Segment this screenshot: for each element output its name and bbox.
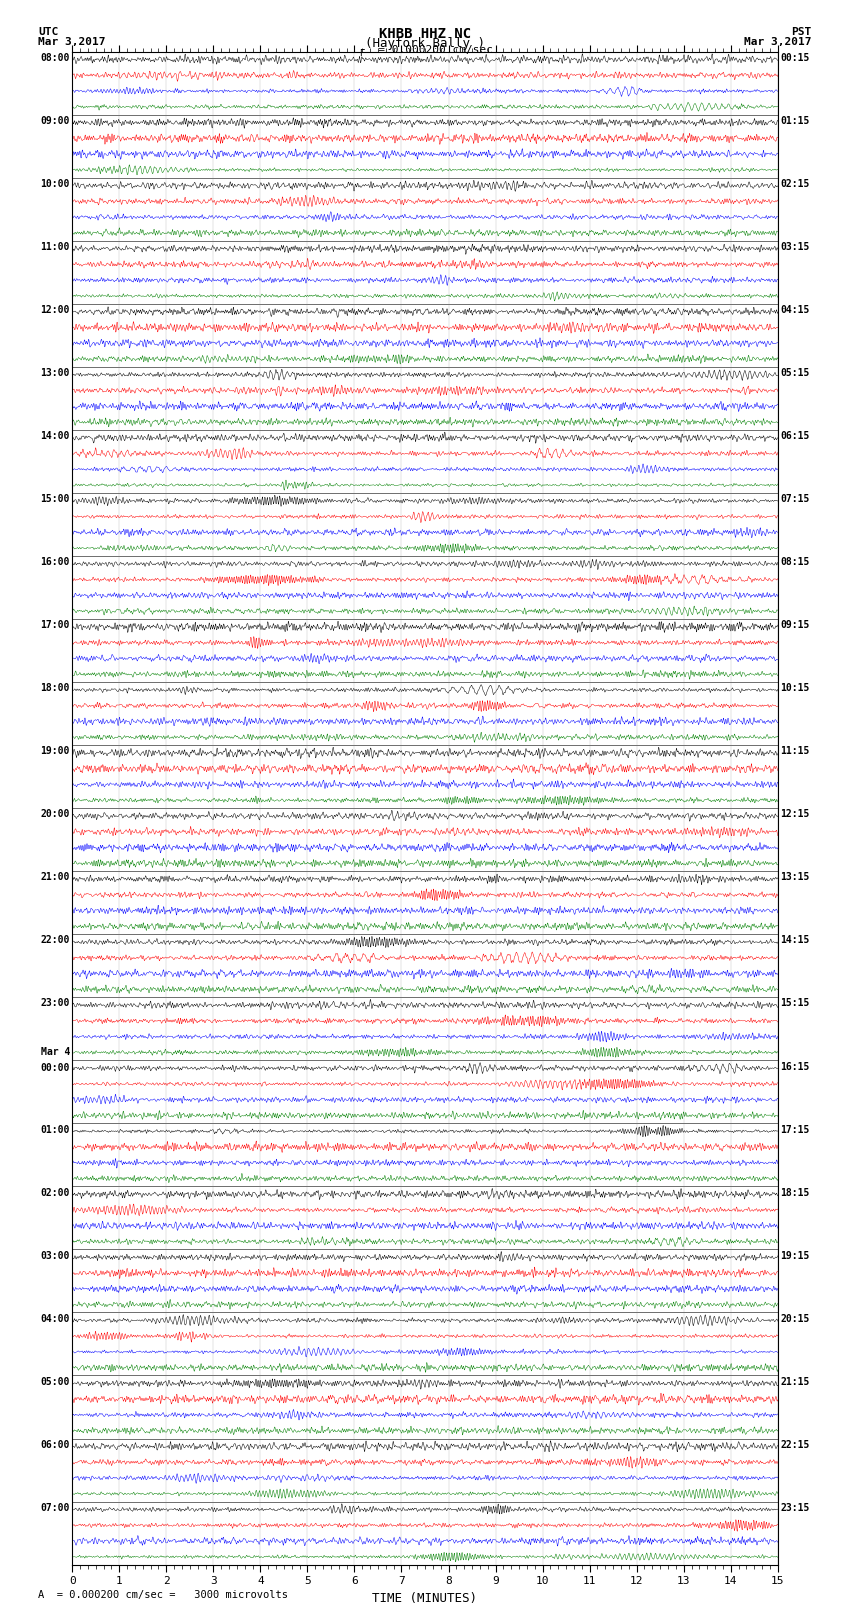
Text: 15:00: 15:00: [41, 494, 70, 505]
Text: 11:00: 11:00: [41, 242, 70, 252]
Text: 01:15: 01:15: [780, 116, 809, 126]
Text: A  = 0.000200 cm/sec =   3000 microvolts: A = 0.000200 cm/sec = 3000 microvolts: [38, 1590, 288, 1600]
Text: 09:00: 09:00: [41, 116, 70, 126]
Text: 21:15: 21:15: [780, 1378, 809, 1387]
Text: 17:15: 17:15: [780, 1124, 809, 1134]
Text: 18:00: 18:00: [41, 684, 70, 694]
Text: 10:15: 10:15: [780, 684, 809, 694]
Text: 21:00: 21:00: [41, 873, 70, 882]
Text: 08:00: 08:00: [41, 53, 70, 63]
Text: 19:00: 19:00: [41, 747, 70, 756]
Text: 04:15: 04:15: [780, 305, 809, 315]
Text: KHBB HHZ NC: KHBB HHZ NC: [379, 27, 471, 42]
Text: 17:00: 17:00: [41, 621, 70, 631]
X-axis label: TIME (MINUTES): TIME (MINUTES): [372, 1592, 478, 1605]
Text: 10:00: 10:00: [41, 179, 70, 189]
Text: 14:15: 14:15: [780, 936, 809, 945]
Text: 23:15: 23:15: [780, 1503, 809, 1513]
Text: ┌  = 0.000200 cm/sec: ┌ = 0.000200 cm/sec: [358, 45, 492, 56]
Text: 00:00: 00:00: [41, 1063, 70, 1073]
Text: 04:00: 04:00: [41, 1313, 70, 1324]
Text: 00:15: 00:15: [780, 53, 809, 63]
Text: 11:15: 11:15: [780, 747, 809, 756]
Text: 13:00: 13:00: [41, 368, 70, 377]
Text: 16:00: 16:00: [41, 556, 70, 568]
Text: 14:00: 14:00: [41, 431, 70, 440]
Text: 06:00: 06:00: [41, 1440, 70, 1450]
Text: 03:00: 03:00: [41, 1250, 70, 1261]
Text: 01:00: 01:00: [41, 1124, 70, 1134]
Text: UTC: UTC: [38, 27, 59, 37]
Text: 22:15: 22:15: [780, 1440, 809, 1450]
Text: 22:00: 22:00: [41, 936, 70, 945]
Text: 20:00: 20:00: [41, 810, 70, 819]
Text: (Hayfork Bally ): (Hayfork Bally ): [365, 37, 485, 50]
Text: Mar 3,2017: Mar 3,2017: [38, 37, 105, 47]
Text: 07:00: 07:00: [41, 1503, 70, 1513]
Text: 03:15: 03:15: [780, 242, 809, 252]
Text: 12:15: 12:15: [780, 810, 809, 819]
Text: 15:15: 15:15: [780, 998, 809, 1008]
Text: 05:15: 05:15: [780, 368, 809, 377]
Text: 13:15: 13:15: [780, 873, 809, 882]
Text: Mar 3,2017: Mar 3,2017: [745, 37, 812, 47]
Text: 20:15: 20:15: [780, 1313, 809, 1324]
Text: 05:00: 05:00: [41, 1378, 70, 1387]
Text: 19:15: 19:15: [780, 1250, 809, 1261]
Text: 02:15: 02:15: [780, 179, 809, 189]
Text: Mar 4: Mar 4: [41, 1047, 70, 1057]
Text: 09:15: 09:15: [780, 621, 809, 631]
Text: 07:15: 07:15: [780, 494, 809, 505]
Text: 12:00: 12:00: [41, 305, 70, 315]
Text: 23:00: 23:00: [41, 998, 70, 1008]
Text: 06:15: 06:15: [780, 431, 809, 440]
Text: 16:15: 16:15: [780, 1061, 809, 1071]
Text: 02:00: 02:00: [41, 1187, 70, 1197]
Text: 18:15: 18:15: [780, 1187, 809, 1197]
Text: PST: PST: [791, 27, 812, 37]
Text: 08:15: 08:15: [780, 556, 809, 568]
